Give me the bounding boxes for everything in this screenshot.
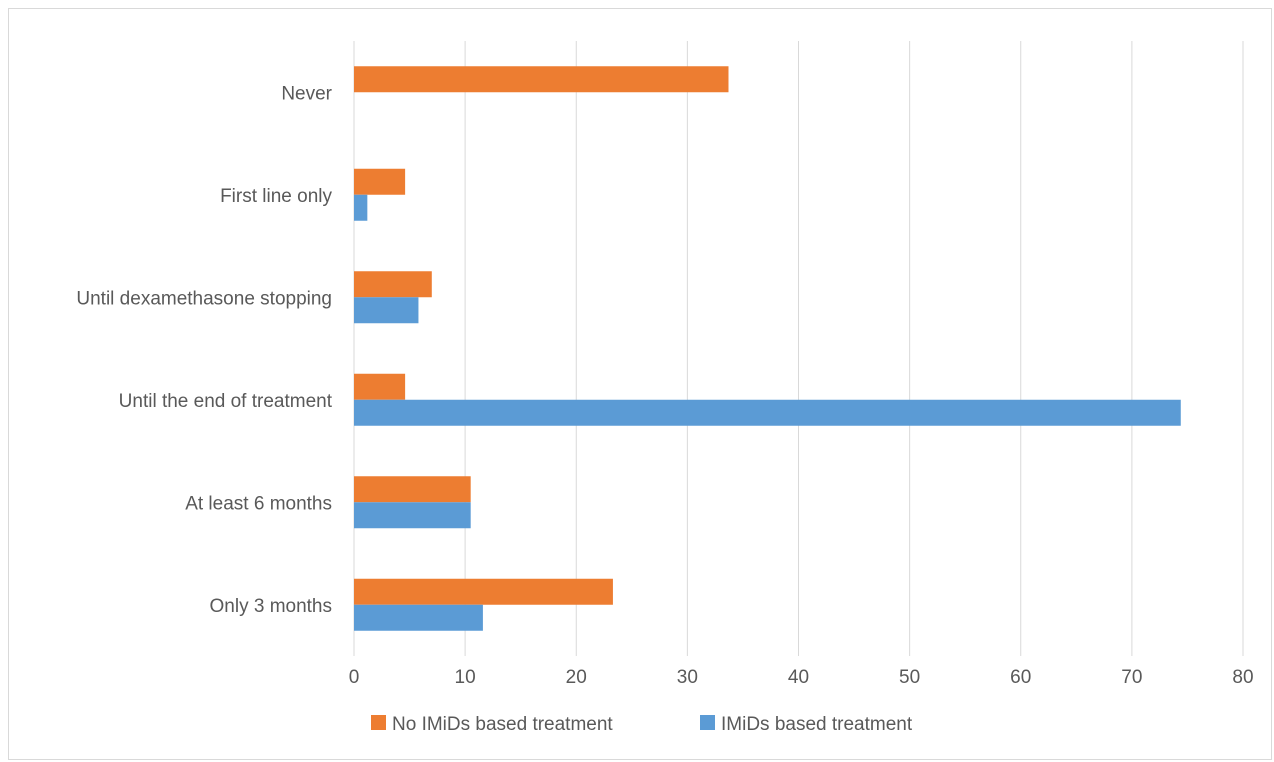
x-tick-label: 30 <box>677 667 698 688</box>
bar <box>354 194 368 221</box>
category-label: At least 6 months <box>185 493 332 514</box>
category-label: Until dexamethasone stopping <box>76 288 332 309</box>
x-tick-label: 70 <box>1121 667 1142 688</box>
category-label: Only 3 months <box>210 596 333 617</box>
bar <box>354 502 471 529</box>
legend-swatch <box>371 715 386 730</box>
x-tick-label: 60 <box>1010 667 1031 688</box>
bar <box>354 604 483 631</box>
category-label: First line only <box>220 186 332 207</box>
x-tick-label: 40 <box>788 667 809 688</box>
gridlines <box>353 41 1244 656</box>
legend-label: No IMiDs based treatment <box>392 714 613 735</box>
chart-frame: Never First line only Until dexamethasone … <box>8 8 1272 760</box>
bar <box>354 271 432 298</box>
category-label: Never <box>281 83 332 104</box>
bar <box>354 399 1181 426</box>
bars <box>354 66 1181 631</box>
bar <box>354 476 471 503</box>
legend-swatch <box>700 715 715 730</box>
x-tick-label: 80 <box>1232 667 1253 688</box>
bar <box>354 66 729 93</box>
x-tick-label: 0 <box>349 667 360 688</box>
category-labels: Never First line only Until dexamethasone … <box>76 83 332 617</box>
x-axis-tick-labels: 0 10 20 30 40 50 60 70 80 <box>349 667 1254 688</box>
legend-label: IMiDs based treatment <box>721 714 913 735</box>
legend: No IMiDs based treatment IMiDs based trea… <box>371 714 913 735</box>
bar <box>354 168 406 195</box>
bar <box>354 297 419 324</box>
bar <box>354 373 406 400</box>
category-label: Until the end of treatment <box>119 391 333 412</box>
bar <box>354 578 613 605</box>
x-tick-label: 50 <box>899 667 920 688</box>
x-tick-label: 10 <box>455 667 476 688</box>
bar-chart: Never First line only Until dexamethasone … <box>76 41 1254 735</box>
x-tick-label: 20 <box>566 667 587 688</box>
